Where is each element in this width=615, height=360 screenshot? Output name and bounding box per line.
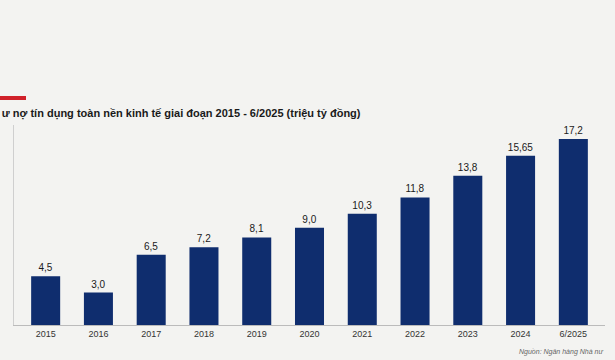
svg-text:9,0: 9,0 [302, 214, 316, 225]
svg-text:Nguồn: Ngân hàng Nhà nư: Nguồn: Ngân hàng Nhà nư [519, 347, 603, 356]
svg-text:13,8: 13,8 [458, 162, 478, 173]
svg-text:6,5: 6,5 [144, 241, 158, 252]
svg-text:11,8: 11,8 [405, 183, 424, 194]
svg-text:15,65: 15,65 [508, 142, 533, 153]
svg-text:2024: 2024 [511, 329, 531, 339]
svg-text:2021: 2021 [352, 329, 372, 339]
svg-text:2023: 2023 [458, 329, 478, 339]
svg-text:3,0: 3,0 [91, 279, 105, 290]
svg-text:8,1: 8,1 [250, 223, 264, 234]
svg-text:10,3: 10,3 [352, 200, 372, 211]
svg-text:4,5: 4,5 [38, 262, 52, 273]
svg-text:2017: 2017 [141, 329, 161, 339]
svg-text:6/2025: 6/2025 [560, 329, 588, 339]
svg-text:7,2: 7,2 [197, 233, 211, 244]
svg-text:2019: 2019 [247, 329, 267, 339]
svg-text:2022: 2022 [405, 329, 425, 339]
svg-text:2015: 2015 [36, 329, 56, 339]
svg-text:2016: 2016 [88, 329, 108, 339]
svg-text:2020: 2020 [299, 329, 319, 339]
svg-text:17,2: 17,2 [563, 125, 583, 136]
svg-text:2018: 2018 [194, 329, 214, 339]
svg-text:ư nợ tín dụng toàn nền kinh tế: ư nợ tín dụng toàn nền kinh tế giai đoạn… [2, 107, 361, 120]
